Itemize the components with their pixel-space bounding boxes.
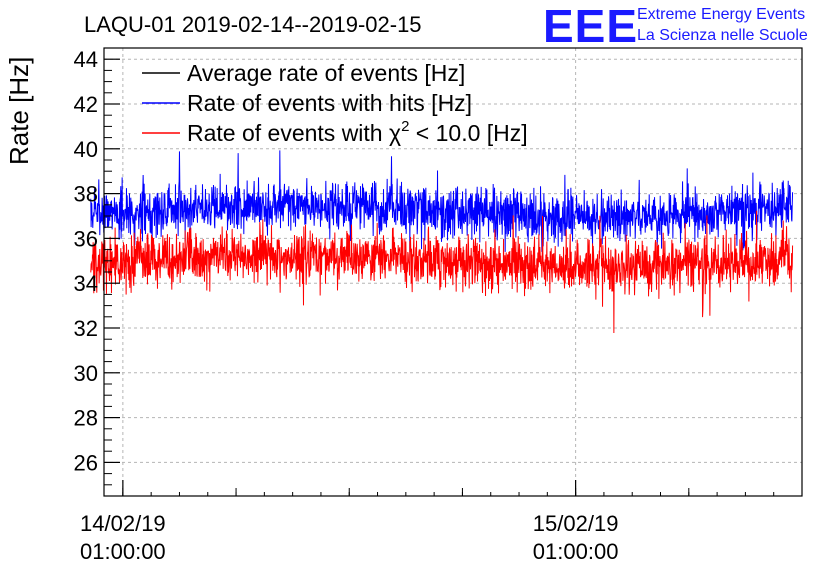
legend-label: Average rate of events [Hz]: [187, 60, 465, 86]
legend-label: Rate of events with χ2 < 10.0 [Hz]: [187, 118, 528, 146]
y-tick-label: 44: [74, 47, 98, 72]
series-line: [90, 150, 794, 252]
y-axis: 26 28 30 32 34 36 38 40 42 44: [74, 47, 120, 497]
y-tick-label: 34: [74, 271, 98, 296]
legend-label: Rate of events with hits [Hz]: [187, 90, 472, 116]
chart-title: LAQU-01 2019-02-14--2019-02-15: [84, 12, 422, 37]
y-tick-label: 26: [74, 450, 98, 475]
logo-line-1: Extreme Energy Events: [637, 6, 805, 23]
series-layer: [90, 150, 794, 333]
y-tick-label: 30: [74, 361, 98, 386]
series-line: [90, 210, 794, 333]
eee-logo-mark: EEE: [543, 0, 638, 52]
x-tick-date: 15/02/19: [533, 511, 619, 536]
y-axis-label: Rate [Hz]: [4, 57, 34, 165]
x-tick-date: 14/02/19: [80, 511, 166, 536]
y-tick-label: 36: [74, 226, 98, 251]
y-tick-label: 32: [74, 316, 98, 341]
legend: Average rate of events [Hz] Rate of event…: [142, 60, 528, 146]
eee-logo: EEE Extreme Energy Events La Scienza nel…: [543, 0, 808, 52]
y-tick-label: 42: [74, 92, 98, 117]
logo-line-2: La Scienza nelle Scuole: [637, 27, 808, 44]
x-tick-time: 01:00:00: [80, 539, 166, 564]
x-tick-time: 01:00:00: [533, 539, 619, 564]
y-tick-label: 40: [74, 137, 98, 162]
y-tick-label: 28: [74, 406, 98, 431]
x-axis: 14/02/19 01:00:00 15/02/19 01:00:00: [80, 480, 803, 564]
y-tick-label: 38: [74, 182, 98, 207]
